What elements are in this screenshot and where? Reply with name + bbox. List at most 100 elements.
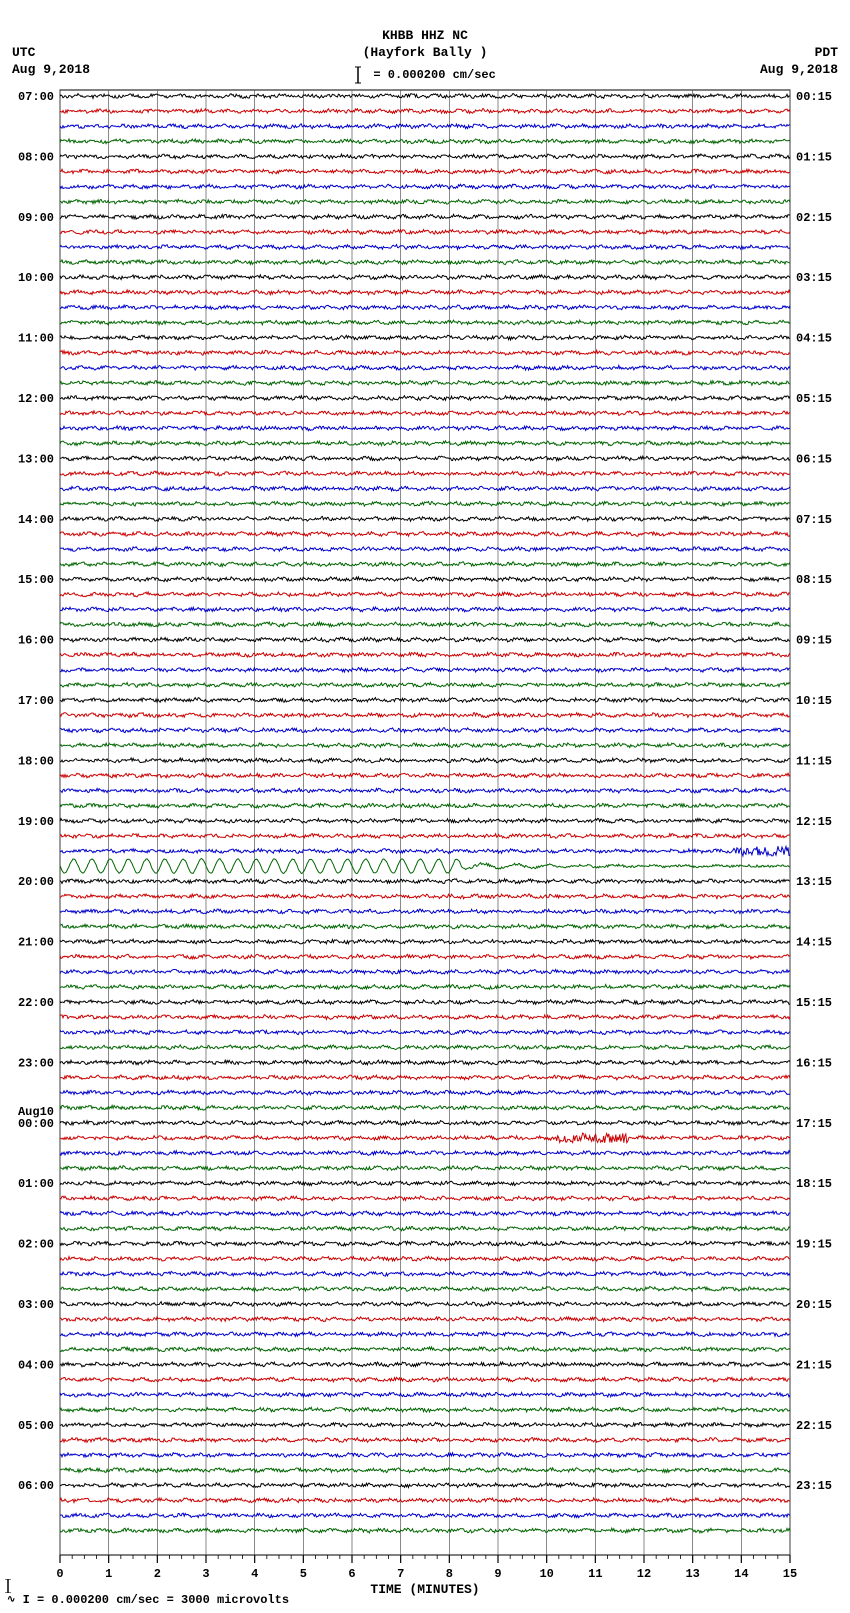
trace-row <box>60 683 790 688</box>
utc-hour-label: 14:00 <box>18 513 54 527</box>
trace-row <box>60 818 790 823</box>
utc-hour-label: 00:00 <box>18 1117 54 1131</box>
trace-row <box>60 1226 790 1231</box>
trace-row <box>60 758 790 763</box>
trace-row <box>60 970 790 975</box>
trace-row <box>60 894 790 899</box>
pdt-hour-label: 17:15 <box>796 1117 832 1131</box>
trace-row <box>60 516 790 521</box>
trace-row <box>60 637 790 642</box>
svg-text:14: 14 <box>734 1567 748 1581</box>
trace-row <box>60 713 790 718</box>
pdt-hour-label: 00:15 <box>796 90 832 104</box>
seismogram-svg: 0123456789101112131415TIME (MINUTES)07:0… <box>0 0 850 1613</box>
trace-row <box>60 1362 790 1367</box>
trace-row <box>60 139 790 144</box>
svg-text:9: 9 <box>494 1567 501 1581</box>
pdt-hour-label: 10:15 <box>796 694 832 708</box>
trace-row <box>60 320 790 325</box>
utc-hour-label: 15:00 <box>18 573 54 587</box>
trace-row <box>60 94 790 99</box>
trace-row <box>60 803 790 808</box>
trace-row <box>60 456 790 461</box>
utc-hour-label: 09:00 <box>18 211 54 225</box>
trace-row <box>60 1211 790 1216</box>
trace-row <box>60 954 790 959</box>
trace-row <box>60 441 790 446</box>
trace-row <box>60 471 790 476</box>
trace-row <box>60 834 790 839</box>
trace-row <box>60 214 790 219</box>
trace-row <box>60 985 790 990</box>
trace-row <box>60 426 790 431</box>
trace-row <box>60 396 790 401</box>
svg-text:10: 10 <box>539 1567 553 1581</box>
trace-row <box>60 501 790 506</box>
seismogram-chart: KHBB HHZ NC (Hayfork Bally ) UTC Aug 9,2… <box>0 0 850 1613</box>
svg-text:12: 12 <box>637 1567 651 1581</box>
utc-hour-label: 04:00 <box>18 1358 54 1372</box>
trace-row <box>60 879 790 884</box>
utc-hour-label: 06:00 <box>18 1479 54 1493</box>
trace-row <box>60 1105 790 1110</box>
trace-row <box>60 859 790 874</box>
trace-row <box>60 290 790 295</box>
utc-hour-label: 08:00 <box>18 150 54 164</box>
pdt-hour-label: 11:15 <box>796 754 832 768</box>
trace-row <box>60 230 790 235</box>
utc-hour-label: 07:00 <box>18 90 54 104</box>
trace-row <box>60 622 790 627</box>
svg-text:7: 7 <box>397 1567 404 1581</box>
trace-row <box>60 592 790 597</box>
trace-row <box>60 154 790 159</box>
trace-row <box>60 1302 790 1307</box>
pdt-hour-label: 09:15 <box>796 634 832 648</box>
pdt-hour-label: 01:15 <box>796 150 832 164</box>
utc-hour-label: 03:00 <box>18 1298 54 1312</box>
trace-row <box>60 169 790 174</box>
svg-text:11: 11 <box>588 1567 602 1581</box>
svg-text:13: 13 <box>685 1567 699 1581</box>
trace-row <box>60 245 790 250</box>
pdt-hour-label: 04:15 <box>796 332 832 346</box>
utc-hour-label: 18:00 <box>18 754 54 768</box>
utc-hour-label: 19:00 <box>18 815 54 829</box>
pdt-hour-label: 23:15 <box>796 1479 832 1493</box>
trace-row <box>60 305 790 310</box>
trace-row <box>60 260 790 265</box>
trace-row <box>60 547 790 552</box>
pdt-hour-label: 20:15 <box>796 1298 832 1312</box>
trace-row <box>60 411 790 416</box>
trace-row <box>60 1045 790 1050</box>
trace-row <box>60 350 790 355</box>
trace-row <box>60 1392 790 1397</box>
pdt-hour-label: 02:15 <box>796 211 832 225</box>
trace-row <box>60 1513 790 1518</box>
pdt-hour-label: 08:15 <box>796 573 832 587</box>
trace-row <box>60 698 790 703</box>
pdt-hour-label: 18:15 <box>796 1177 832 1191</box>
pdt-hour-label: 07:15 <box>796 513 832 527</box>
pdt-hour-label: 06:15 <box>796 452 832 466</box>
trace-row <box>60 924 790 929</box>
trace-row <box>60 184 790 189</box>
trace-row <box>60 939 790 944</box>
trace-row <box>60 1271 790 1276</box>
trace-row <box>60 486 790 491</box>
trace-row <box>60 728 790 733</box>
trace-row <box>60 381 790 386</box>
pdt-hour-label: 16:15 <box>796 1056 832 1070</box>
svg-text:8: 8 <box>446 1567 453 1581</box>
trace-row <box>60 667 790 672</box>
pdt-hour-label: 21:15 <box>796 1358 832 1372</box>
trace-row <box>60 773 790 778</box>
trace-row <box>60 124 790 129</box>
trace-row <box>60 1090 790 1095</box>
trace-row <box>60 1030 790 1035</box>
pdt-hour-label: 19:15 <box>796 1238 832 1252</box>
utc-hour-label: 12:00 <box>18 392 54 406</box>
trace-row <box>60 1000 790 1005</box>
trace-row <box>60 743 790 748</box>
trace-row <box>60 909 790 914</box>
trace-row <box>60 1287 790 1292</box>
